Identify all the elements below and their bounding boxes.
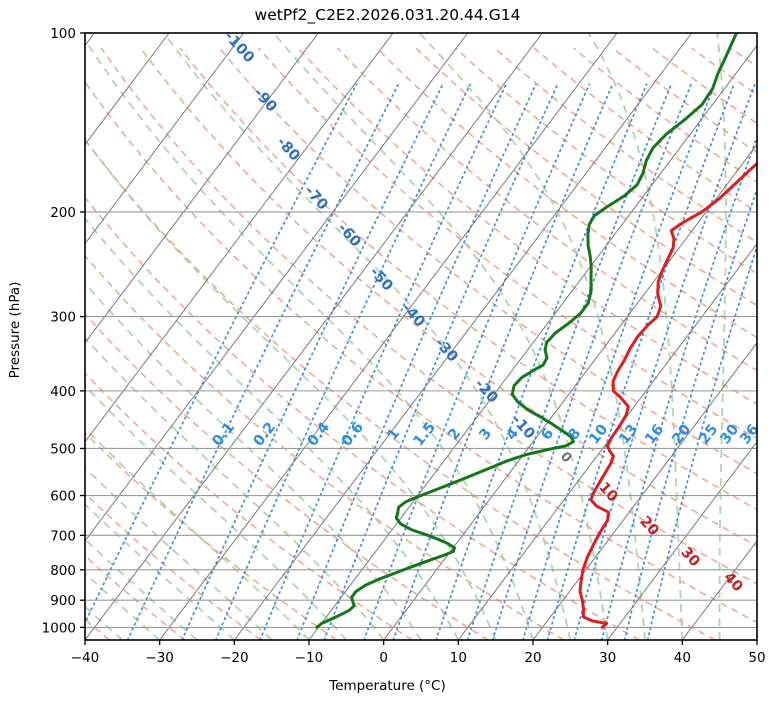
isotherm-line [159, 33, 618, 640]
mixing-ratio-line [435, 83, 648, 640]
dry-adiabat-line [85, 372, 413, 640]
isotherm-line [308, 44, 757, 640]
x-tick-label: −40 [71, 650, 100, 666]
mixing-ratio-line [623, 186, 757, 640]
dry-adiabat-line [85, 80, 757, 624]
dry-adiabat-line [85, 312, 489, 640]
y-tick-label: 1000 [42, 620, 76, 636]
moist-adiabat-line [418, 33, 646, 640]
dry-adiabat-line [179, 47, 757, 511]
plot-background [85, 33, 757, 640]
mixing-ratio-line [296, 83, 537, 640]
moist-adiabat-line [85, 384, 348, 640]
y-tick-label: 400 [50, 384, 76, 400]
sounding-line [578, 161, 757, 629]
moist-adiabat-line [85, 216, 460, 640]
mixing-ratio-line [85, 83, 358, 625]
isotherm-line [532, 341, 757, 640]
dry-adiabat-line [100, 47, 757, 585]
moist-adiabat-line [85, 466, 273, 640]
isotherm-line [85, 33, 245, 245]
y-tick-label: 800 [50, 563, 76, 579]
moist-adiabat-lines [85, 33, 757, 640]
mixing-ratio-line [573, 83, 756, 640]
moist-adiabat-line [85, 572, 161, 640]
dry-adiabat-line [139, 47, 757, 548]
moist-adiabat-line [716, 33, 727, 640]
y-tick-label: 100 [50, 26, 76, 42]
y-tick-label: 700 [50, 528, 76, 544]
y-tick-label: 600 [50, 489, 76, 505]
isotherm-line [85, 33, 394, 443]
dry-adiabat-line [85, 554, 186, 640]
y-tick-label: 500 [50, 441, 76, 457]
isotherm-line [85, 33, 319, 344]
sounding-line [315, 33, 739, 629]
y-axis-ticks: 100 200 300 400 500 600 700 800 900 1000 [42, 26, 85, 636]
x-tick-label: −30 [145, 650, 174, 666]
dry-adiabat-line [218, 47, 757, 475]
isotherm-line [85, 33, 170, 146]
dewpoint-curve [315, 33, 739, 629]
isotherm-line [85, 33, 469, 542]
temperature-curve [578, 161, 757, 629]
x-tick-label: 20 [524, 650, 541, 666]
dry-adiabat-line [85, 196, 640, 640]
isotherm-lines [85, 33, 757, 640]
y-axis-label: Pressure (hPa) [7, 281, 23, 379]
isotherm-line [607, 440, 757, 640]
page-title: wetPf2_C2E2.2026.031.20.44.G14 [254, 6, 521, 24]
isotherm-line [233, 33, 693, 640]
dry-adiabat-line [415, 47, 757, 307]
x-axis-label: Temperature (°C) [329, 678, 446, 694]
plot-border [84, 32, 758, 641]
moist-adiabat-line [85, 538, 198, 640]
moist-adiabat-line [85, 38, 534, 640]
pressure-gridlines [85, 33, 757, 628]
x-tick-label: 40 [674, 650, 691, 666]
moist-adiabat-line [163, 33, 572, 640]
isotherm-line [85, 33, 543, 640]
mixing-ratio-line [522, 83, 716, 640]
isotherm-line [756, 639, 757, 640]
x-tick-label: −20 [220, 650, 249, 666]
mixing-ratio-line [466, 83, 673, 640]
mixing-ratio-line [214, 83, 471, 640]
mixing-ratio-line [126, 83, 400, 640]
mixing-ratio-line [491, 83, 692, 640]
x-tick-label: 10 [450, 650, 467, 666]
moist-adiabat-line [587, 33, 684, 640]
x-axis-ticks: −40 −30 −20 −10 0 10 20 30 40 50 [71, 640, 766, 666]
moist-adiabat-line [756, 600, 757, 640]
y-tick-label: 200 [50, 205, 76, 221]
y-tick-label: 900 [50, 593, 76, 609]
x-tick-label: 50 [748, 650, 765, 666]
moist-adiabat-line [85, 137, 497, 640]
mixing-ratio-line [600, 134, 757, 640]
dry-adiabat-line [257, 47, 757, 440]
mixing-ratio-lines [85, 83, 757, 640]
isotherm-line [383, 143, 757, 640]
dry-adiabat-line [770, 48, 775, 640]
mixing-ratio-line [546, 83, 735, 640]
moist-adiabat-line [85, 502, 235, 640]
dry-adiabat-line [85, 254, 565, 640]
moist-adiabat-line [272, 33, 609, 640]
x-tick-label: 30 [599, 650, 616, 666]
y-tick-label: 300 [50, 310, 76, 326]
mixing-ratio-line [259, 83, 507, 640]
x-tick-label: −10 [295, 650, 324, 666]
mixing-ratio-line [363, 83, 591, 640]
mixing-ratio-line [181, 83, 444, 640]
isotherm-line [457, 242, 757, 640]
x-tick-label: 0 [379, 650, 388, 666]
moist-adiabat-line [85, 336, 385, 640]
